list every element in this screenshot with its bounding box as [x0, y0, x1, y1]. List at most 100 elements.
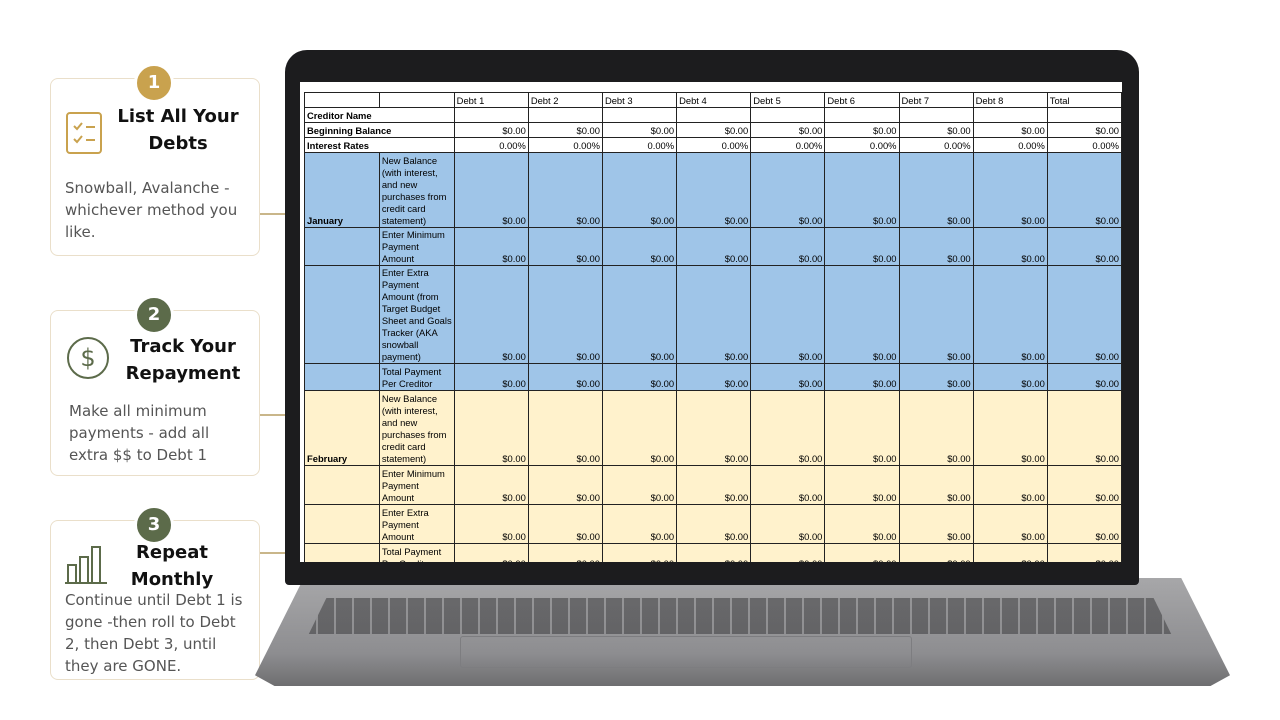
- step-title: Track Your Repayment: [125, 336, 241, 384]
- cell: $0.00: [453, 390, 529, 466]
- column-header: Debt 1: [453, 92, 529, 108]
- cell: $0.00: [453, 265, 529, 364]
- step-description: Continue until Debt 1 is gone -then roll…: [65, 591, 243, 675]
- cell: $0.00: [898, 504, 974, 544]
- cell: $0.00: [1046, 122, 1122, 138]
- cell: [304, 465, 380, 505]
- cell: $0.00: [750, 504, 826, 544]
- row: Creditor Name: [304, 107, 1122, 123]
- cell: 0.00%: [527, 137, 603, 153]
- cell: $0.00: [601, 504, 678, 544]
- cell: [378, 92, 455, 108]
- month-row: Enter Extra Payment Amount $0.00 $0.00 $0.0…: [304, 504, 1122, 544]
- cell: $0.00: [527, 543, 603, 562]
- cell: $0.00: [972, 390, 1048, 466]
- connector: [260, 414, 304, 416]
- cell: $0.00: [750, 122, 826, 138]
- cell: $0.00: [972, 504, 1048, 544]
- cell: $0.00: [676, 543, 752, 562]
- cell: [824, 107, 900, 123]
- spreadsheet-screen: Debt 1 Debt 2 Debt 3 Debt 4 Debt 5 Debt 6 Debt…: [300, 82, 1122, 562]
- cell: $0.00: [601, 390, 678, 466]
- cell: $0.00: [676, 390, 752, 466]
- month-row: Total Payment Per Creditor$0.00$0.00$0.0…: [304, 543, 1122, 562]
- cell: [304, 92, 380, 108]
- cell: $0.00: [750, 265, 826, 364]
- cell: $0.00: [898, 363, 974, 391]
- cell: $0.00: [898, 390, 974, 466]
- cell: $0.00: [972, 122, 1048, 138]
- row-label: Enter Extra Payment Amount: [378, 504, 455, 544]
- cell: $0.00: [453, 543, 529, 562]
- dollar-icon: $: [67, 337, 109, 379]
- column-header: Debt 8: [972, 92, 1048, 108]
- column-header: Debt 2: [527, 92, 603, 108]
- row-label: Enter Minimum Payment Amount: [378, 227, 455, 266]
- cell: [304, 265, 380, 364]
- cell: [972, 107, 1048, 123]
- cell: $0.00: [601, 152, 678, 228]
- cell: $0.00: [972, 543, 1048, 562]
- cell: $0.00: [824, 152, 900, 228]
- cell: $0.00: [527, 363, 603, 391]
- step-card: 1 List All Your Debts Snowball, Avalanch…: [50, 63, 260, 256]
- cell: [527, 107, 603, 123]
- cell: $0.00: [824, 504, 900, 544]
- cell: $0.00: [601, 265, 678, 364]
- cell: 0.00%: [601, 137, 678, 153]
- cell: $0.00: [1046, 390, 1122, 466]
- spreadsheet: Debt 1 Debt 2 Debt 3 Debt 4 Debt 5 Debt 6 Debt…: [304, 92, 1122, 562]
- cell: $0.00: [824, 363, 900, 391]
- step-number: 3: [134, 505, 174, 545]
- month-row: Enter Extra Payment Amount (from Target …: [304, 265, 1122, 364]
- cell: $0.00: [676, 227, 752, 266]
- cell: $0.00: [898, 265, 974, 364]
- cell: $0.00: [972, 152, 1048, 228]
- step-card: 3 Repeat Monthly Continue until Debt 1 i…: [50, 505, 260, 680]
- cell: $0.00: [453, 122, 529, 138]
- cell: $0.00: [601, 227, 678, 266]
- month-row: Total Payment Per Creditor$0.00$0.00$0.0…: [304, 363, 1122, 391]
- keyboard: [308, 598, 1172, 634]
- cell: $0.00: [824, 122, 900, 138]
- cell: [304, 227, 380, 266]
- cell: $0.00: [1046, 227, 1122, 266]
- row-label: Creditor Name: [304, 107, 455, 123]
- row-label: New Balance (with interest, and new purc…: [378, 152, 455, 228]
- cell: 0.00%: [676, 137, 752, 153]
- cell: $0.00: [601, 465, 678, 505]
- cell: $0.00: [1046, 363, 1122, 391]
- cell: $0.00: [527, 390, 603, 466]
- cell: $0.00: [1046, 152, 1122, 228]
- cell: $0.00: [972, 227, 1048, 266]
- cell: $0.00: [1046, 465, 1122, 505]
- cell: $0.00: [972, 465, 1048, 505]
- trackpad: [460, 636, 912, 668]
- row-label: Interest Rates: [304, 137, 455, 153]
- step-number: 2: [134, 295, 174, 335]
- step-title: Repeat Monthly: [130, 542, 214, 590]
- cell: [304, 363, 380, 391]
- cell: $0.00: [527, 504, 603, 544]
- cell: $0.00: [898, 152, 974, 228]
- connector: [260, 552, 304, 554]
- connector: [260, 213, 304, 215]
- month-name: February: [304, 390, 380, 466]
- cell: [750, 107, 826, 123]
- cell: [1046, 107, 1122, 123]
- cell: $0.00: [1046, 543, 1122, 562]
- cell: $0.00: [453, 504, 529, 544]
- row-label: Total Payment Per Creditor: [378, 363, 455, 391]
- cell: $0.00: [601, 122, 678, 138]
- column-header: Debt 3: [601, 92, 678, 108]
- svg-text:$: $: [80, 344, 95, 372]
- cell: $0.00: [824, 390, 900, 466]
- column-header: Debt 6: [824, 92, 900, 108]
- step-title: List All Your Debts: [117, 106, 239, 154]
- cell: $0.00: [676, 504, 752, 544]
- cell: [304, 504, 380, 544]
- row: Interest Rates 0.00% 0.00% 0.00% 0.00% 0.00% 0…: [304, 137, 1122, 153]
- cell: $0.00: [750, 465, 826, 505]
- cell: $0.00: [527, 465, 603, 505]
